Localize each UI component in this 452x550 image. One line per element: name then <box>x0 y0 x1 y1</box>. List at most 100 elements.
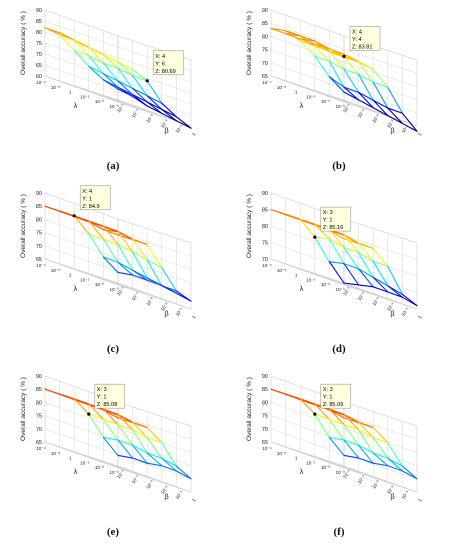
surface-mesh-line <box>358 91 374 101</box>
datatip-z: Z: 83.81 <box>352 44 373 50</box>
surface-mesh-line <box>102 408 119 426</box>
z-tick-label: 90 <box>36 374 42 380</box>
x-tick-label: 1 <box>69 456 72 461</box>
surface-mesh-line <box>299 40 316 47</box>
surface-mesh-line <box>358 91 374 109</box>
surface-mesh-line <box>358 457 374 464</box>
surface-mesh-line <box>161 102 177 118</box>
surface-mesh-line <box>299 40 316 57</box>
surface-mesh-line <box>175 465 192 480</box>
z-tick-label: 75 <box>262 241 268 247</box>
surface-mesh-line <box>102 256 119 273</box>
surface-mesh-line <box>102 73 119 82</box>
surface-mesh-line <box>73 398 90 415</box>
surface-mesh-line <box>59 34 75 51</box>
panel-caption: (c) <box>106 343 120 355</box>
y-tick-label: 1 <box>191 497 197 502</box>
y-tick-label: 10⁻² <box>160 301 170 312</box>
y-tick-label: 10⁻³ <box>371 296 381 307</box>
x-axis-label: λ <box>300 467 304 476</box>
x-tick-label: 10⁻² <box>95 99 105 104</box>
y-tick-label: 10⁻⁵ <box>116 469 126 480</box>
wall-gridline <box>270 49 418 100</box>
surface-mesh-line <box>117 261 134 271</box>
surface-mesh-line <box>285 213 301 220</box>
wall-gridline <box>44 402 192 453</box>
surface-mesh-line <box>328 76 345 93</box>
surface-mesh-line <box>88 65 104 75</box>
surface-mesh-line <box>132 68 148 82</box>
surface-mesh-line <box>343 413 360 423</box>
surface-mesh-line <box>328 238 345 249</box>
surface-mesh-line <box>372 260 389 287</box>
z-tick-label: 70 <box>262 61 268 67</box>
surface-mesh-line <box>73 49 90 67</box>
z-tick-label: 70 <box>262 257 268 263</box>
x-tick-label: 10⁻⁵ <box>277 451 287 456</box>
z-tick-label: 70 <box>262 427 268 433</box>
surface-mesh-line <box>372 81 389 109</box>
surface-mesh-line <box>358 444 374 454</box>
surface-mesh-line <box>387 457 403 472</box>
surface-mesh-line <box>146 437 163 459</box>
panel-caption: (e) <box>106 526 120 538</box>
z-tick-label: 85 <box>262 208 268 214</box>
surface-mesh-line <box>59 393 75 400</box>
surface-mesh-line <box>132 238 148 261</box>
z-tick-label: 90 <box>262 374 268 380</box>
surface-mesh-line <box>401 296 418 307</box>
z-axis-label: Overall accuracy ( % ) <box>246 194 253 258</box>
x-axis-label: λ <box>300 101 304 110</box>
surface-mesh-line <box>132 269 148 281</box>
z-tick-label: 85 <box>36 204 42 210</box>
datatip-x: X: 4 <box>82 189 92 195</box>
datatip-y: Y: 4 <box>352 37 362 43</box>
surface-mesh-line <box>358 421 374 439</box>
x-tick-label: 1 <box>295 90 298 95</box>
surface-mesh-line <box>146 279 163 286</box>
y-axis-label: β <box>164 309 169 318</box>
surface-mesh-line <box>117 439 134 459</box>
x-tick-label: 10⁻³ <box>335 470 345 475</box>
surface-mesh-line <box>328 76 345 88</box>
y-tick-label: 10⁻⁵ <box>342 103 352 114</box>
y-tick-label: 1 <box>417 497 423 502</box>
y-tick-label: 10⁻¹ <box>175 123 185 134</box>
surface-mesh-line <box>132 87 148 97</box>
surface-mesh-line <box>132 238 148 245</box>
z-tick-label: 85 <box>262 21 268 27</box>
surface-mesh-line <box>88 55 104 64</box>
z-tick-label: 65 <box>36 440 42 446</box>
surface-mesh-line <box>343 263 360 270</box>
surface-mesh-line <box>132 251 148 261</box>
surface-mesh-line <box>299 218 316 238</box>
z-tick-label: 65 <box>36 63 42 69</box>
surface-mesh-line <box>117 439 134 446</box>
surface-mesh-line <box>372 462 389 467</box>
surface-mesh-line <box>117 230 134 240</box>
x-axis-label: λ <box>74 467 78 476</box>
surface-mesh-line <box>132 274 148 281</box>
x-tick-label: 10⁻² <box>95 282 105 287</box>
surface-mesh-line <box>146 437 163 444</box>
surface-mesh-line <box>343 55 360 75</box>
surface-mesh-line <box>358 252 374 262</box>
z-tick-label: 80 <box>262 34 268 40</box>
x-tick-label: 10⁻⁵ <box>51 451 61 456</box>
x-tick-label: 10⁻² <box>321 465 331 470</box>
z-axis-label: Overall accuracy ( % ) <box>246 377 253 441</box>
z-tick-label: 80 <box>262 224 268 230</box>
surface-mesh-line <box>44 27 61 36</box>
y-tick-label: 10⁻² <box>386 118 396 129</box>
surface-mesh-line <box>175 470 192 480</box>
surface-mesh-line <box>102 418 119 441</box>
z-tick-label: 75 <box>36 414 42 420</box>
surface-mesh-line <box>328 436 345 441</box>
wall-gridline <box>44 75 192 127</box>
surface-mesh-line <box>102 418 119 426</box>
surface-plot: 60 65 70 75 80 85 90 Overall accuracy ( % ) 10⁻³… <box>20 8 197 137</box>
chart-panel: 65 70 75 80 85 90 Overall accuracy ( % ) 10⁻³ 10… <box>226 366 452 549</box>
x-tick-label: 10⁻¹ <box>306 277 316 282</box>
x-tick-label: 10⁻⁵ <box>277 85 287 90</box>
surface-mesh-line <box>102 62 119 69</box>
